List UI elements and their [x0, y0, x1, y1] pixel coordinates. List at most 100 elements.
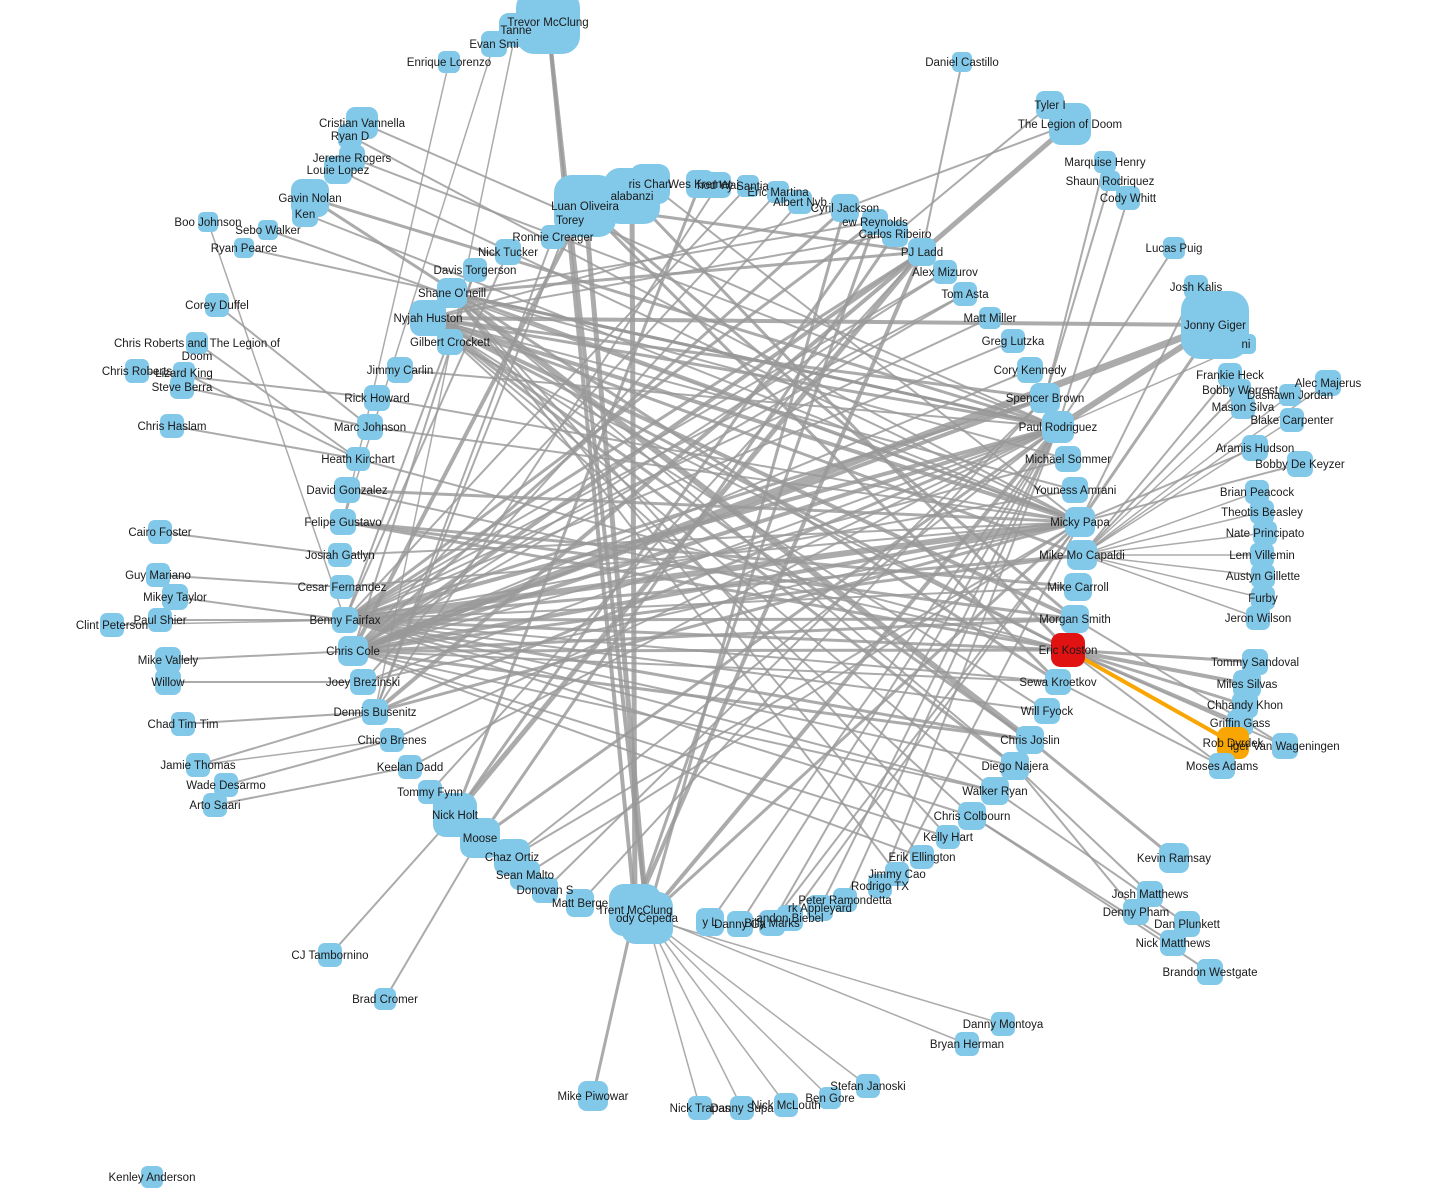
graph-node[interactable]	[1064, 573, 1092, 601]
graph-node[interactable]	[1251, 586, 1275, 610]
graph-node[interactable]	[1181, 291, 1249, 359]
graph-node[interactable]	[1315, 370, 1341, 396]
graph-node[interactable]	[727, 911, 753, 937]
graph-node[interactable]	[1065, 507, 1095, 537]
graph-node[interactable]	[292, 201, 318, 227]
graph-node[interactable]	[324, 156, 352, 184]
graph-node[interactable]	[1287, 451, 1313, 477]
graph-node[interactable]	[831, 194, 859, 222]
graph-node[interactable]	[148, 520, 172, 544]
graph-node[interactable]	[1100, 171, 1120, 191]
graph-node[interactable]	[788, 190, 812, 214]
graph-node[interactable]	[1061, 605, 1089, 633]
graph-node[interactable]	[186, 332, 208, 354]
graph-node[interactable]	[318, 943, 342, 967]
graph-node[interactable]	[819, 1087, 841, 1109]
graph-node[interactable]	[374, 988, 396, 1010]
graph-node[interactable]	[1246, 606, 1270, 630]
graph-node[interactable]	[705, 172, 731, 198]
graph-node[interactable]	[1236, 334, 1256, 354]
graph-node[interactable]	[328, 543, 352, 567]
graph-node[interactable]	[1245, 480, 1269, 504]
graph-node[interactable]	[1001, 752, 1029, 780]
graph-node[interactable]	[330, 509, 356, 535]
graph-node[interactable]	[1045, 669, 1071, 695]
graph-node[interactable]	[186, 753, 210, 777]
graph-node[interactable]	[1067, 540, 1097, 570]
graph-node[interactable]	[1016, 726, 1044, 754]
graph-node[interactable]	[160, 414, 184, 438]
graph-node[interactable]	[882, 221, 908, 247]
graph-node[interactable]	[1251, 564, 1275, 588]
graph-node[interactable]	[1242, 435, 1268, 461]
graph-node[interactable]	[958, 802, 986, 830]
graph-node[interactable]	[759, 910, 785, 936]
graph-node[interactable]	[1209, 753, 1235, 779]
graph-node[interactable]	[495, 239, 521, 265]
graph-node[interactable]	[332, 607, 358, 633]
graph-node[interactable]	[630, 164, 670, 204]
graph-node[interactable]	[1231, 395, 1255, 419]
graph-node[interactable]	[155, 647, 181, 673]
graph-node[interactable]	[1049, 103, 1091, 145]
graph-node[interactable]	[362, 699, 388, 725]
graph-node[interactable]	[557, 207, 583, 233]
graph-node[interactable]	[856, 1074, 880, 1098]
graph-node[interactable]	[1062, 477, 1088, 503]
graph-node[interactable]	[410, 300, 446, 336]
graph-node[interactable]	[936, 825, 960, 849]
graph-node[interactable]	[387, 357, 413, 383]
graph-node[interactable]	[398, 755, 422, 779]
graph-node[interactable]	[334, 477, 360, 503]
graph-node[interactable]	[1197, 959, 1223, 985]
graph-node[interactable]	[170, 375, 194, 399]
graph-node[interactable]	[350, 669, 376, 695]
graph-node[interactable]	[767, 181, 789, 203]
graph-node[interactable]	[868, 874, 892, 898]
graph-node[interactable]	[234, 238, 254, 258]
graph-node[interactable]	[460, 818, 500, 858]
graph-node[interactable]	[463, 258, 487, 282]
graph-node[interactable]	[933, 260, 957, 284]
graph-node[interactable]	[730, 1096, 754, 1120]
graph-node[interactable]	[737, 175, 759, 197]
graph-node[interactable]	[1159, 843, 1189, 873]
graph-node[interactable]	[953, 282, 977, 306]
graph-node[interactable]	[1042, 411, 1074, 443]
graph-node[interactable]	[807, 895, 833, 921]
graph-node[interactable]	[437, 329, 463, 355]
graph-node[interactable]	[214, 773, 238, 797]
graph-node[interactable]	[338, 636, 368, 666]
graph-node[interactable]	[1280, 408, 1304, 432]
graph-node[interactable]	[346, 447, 370, 471]
graph-node[interactable]	[437, 278, 467, 308]
graph-node[interactable]	[991, 1012, 1015, 1036]
graph-node[interactable]	[1030, 383, 1060, 413]
graph-node[interactable]	[1250, 543, 1274, 567]
graph-node[interactable]	[979, 307, 1001, 329]
graph-node[interactable]	[141, 1166, 163, 1188]
graph-node[interactable]	[198, 212, 218, 232]
graph-node[interactable]	[774, 1093, 798, 1117]
graph-node[interactable]	[1233, 670, 1261, 698]
graph-node[interactable]	[688, 1096, 712, 1120]
graph-node[interactable]	[380, 728, 404, 752]
graph-node[interactable]	[146, 563, 170, 587]
graph-node[interactable]	[621, 892, 673, 944]
graph-node[interactable]	[125, 359, 149, 383]
graph-node[interactable]	[833, 888, 857, 912]
graph-node[interactable]	[364, 385, 390, 411]
graph-node[interactable]	[481, 31, 507, 57]
graph-node[interactable]	[438, 51, 460, 73]
graph-node[interactable]	[541, 225, 565, 249]
graph-node[interactable]	[155, 669, 181, 695]
graph-node[interactable]	[1253, 521, 1277, 545]
graph-node[interactable]	[1001, 329, 1025, 353]
graph-node[interactable]	[955, 1032, 979, 1056]
graph-node[interactable]	[1217, 727, 1249, 759]
graph-node[interactable]	[1017, 357, 1043, 383]
graph-node[interactable]	[1055, 446, 1081, 472]
graph-node[interactable]	[578, 1081, 608, 1111]
graph-node[interactable]	[1160, 930, 1186, 956]
graph-node[interactable]	[862, 209, 888, 235]
